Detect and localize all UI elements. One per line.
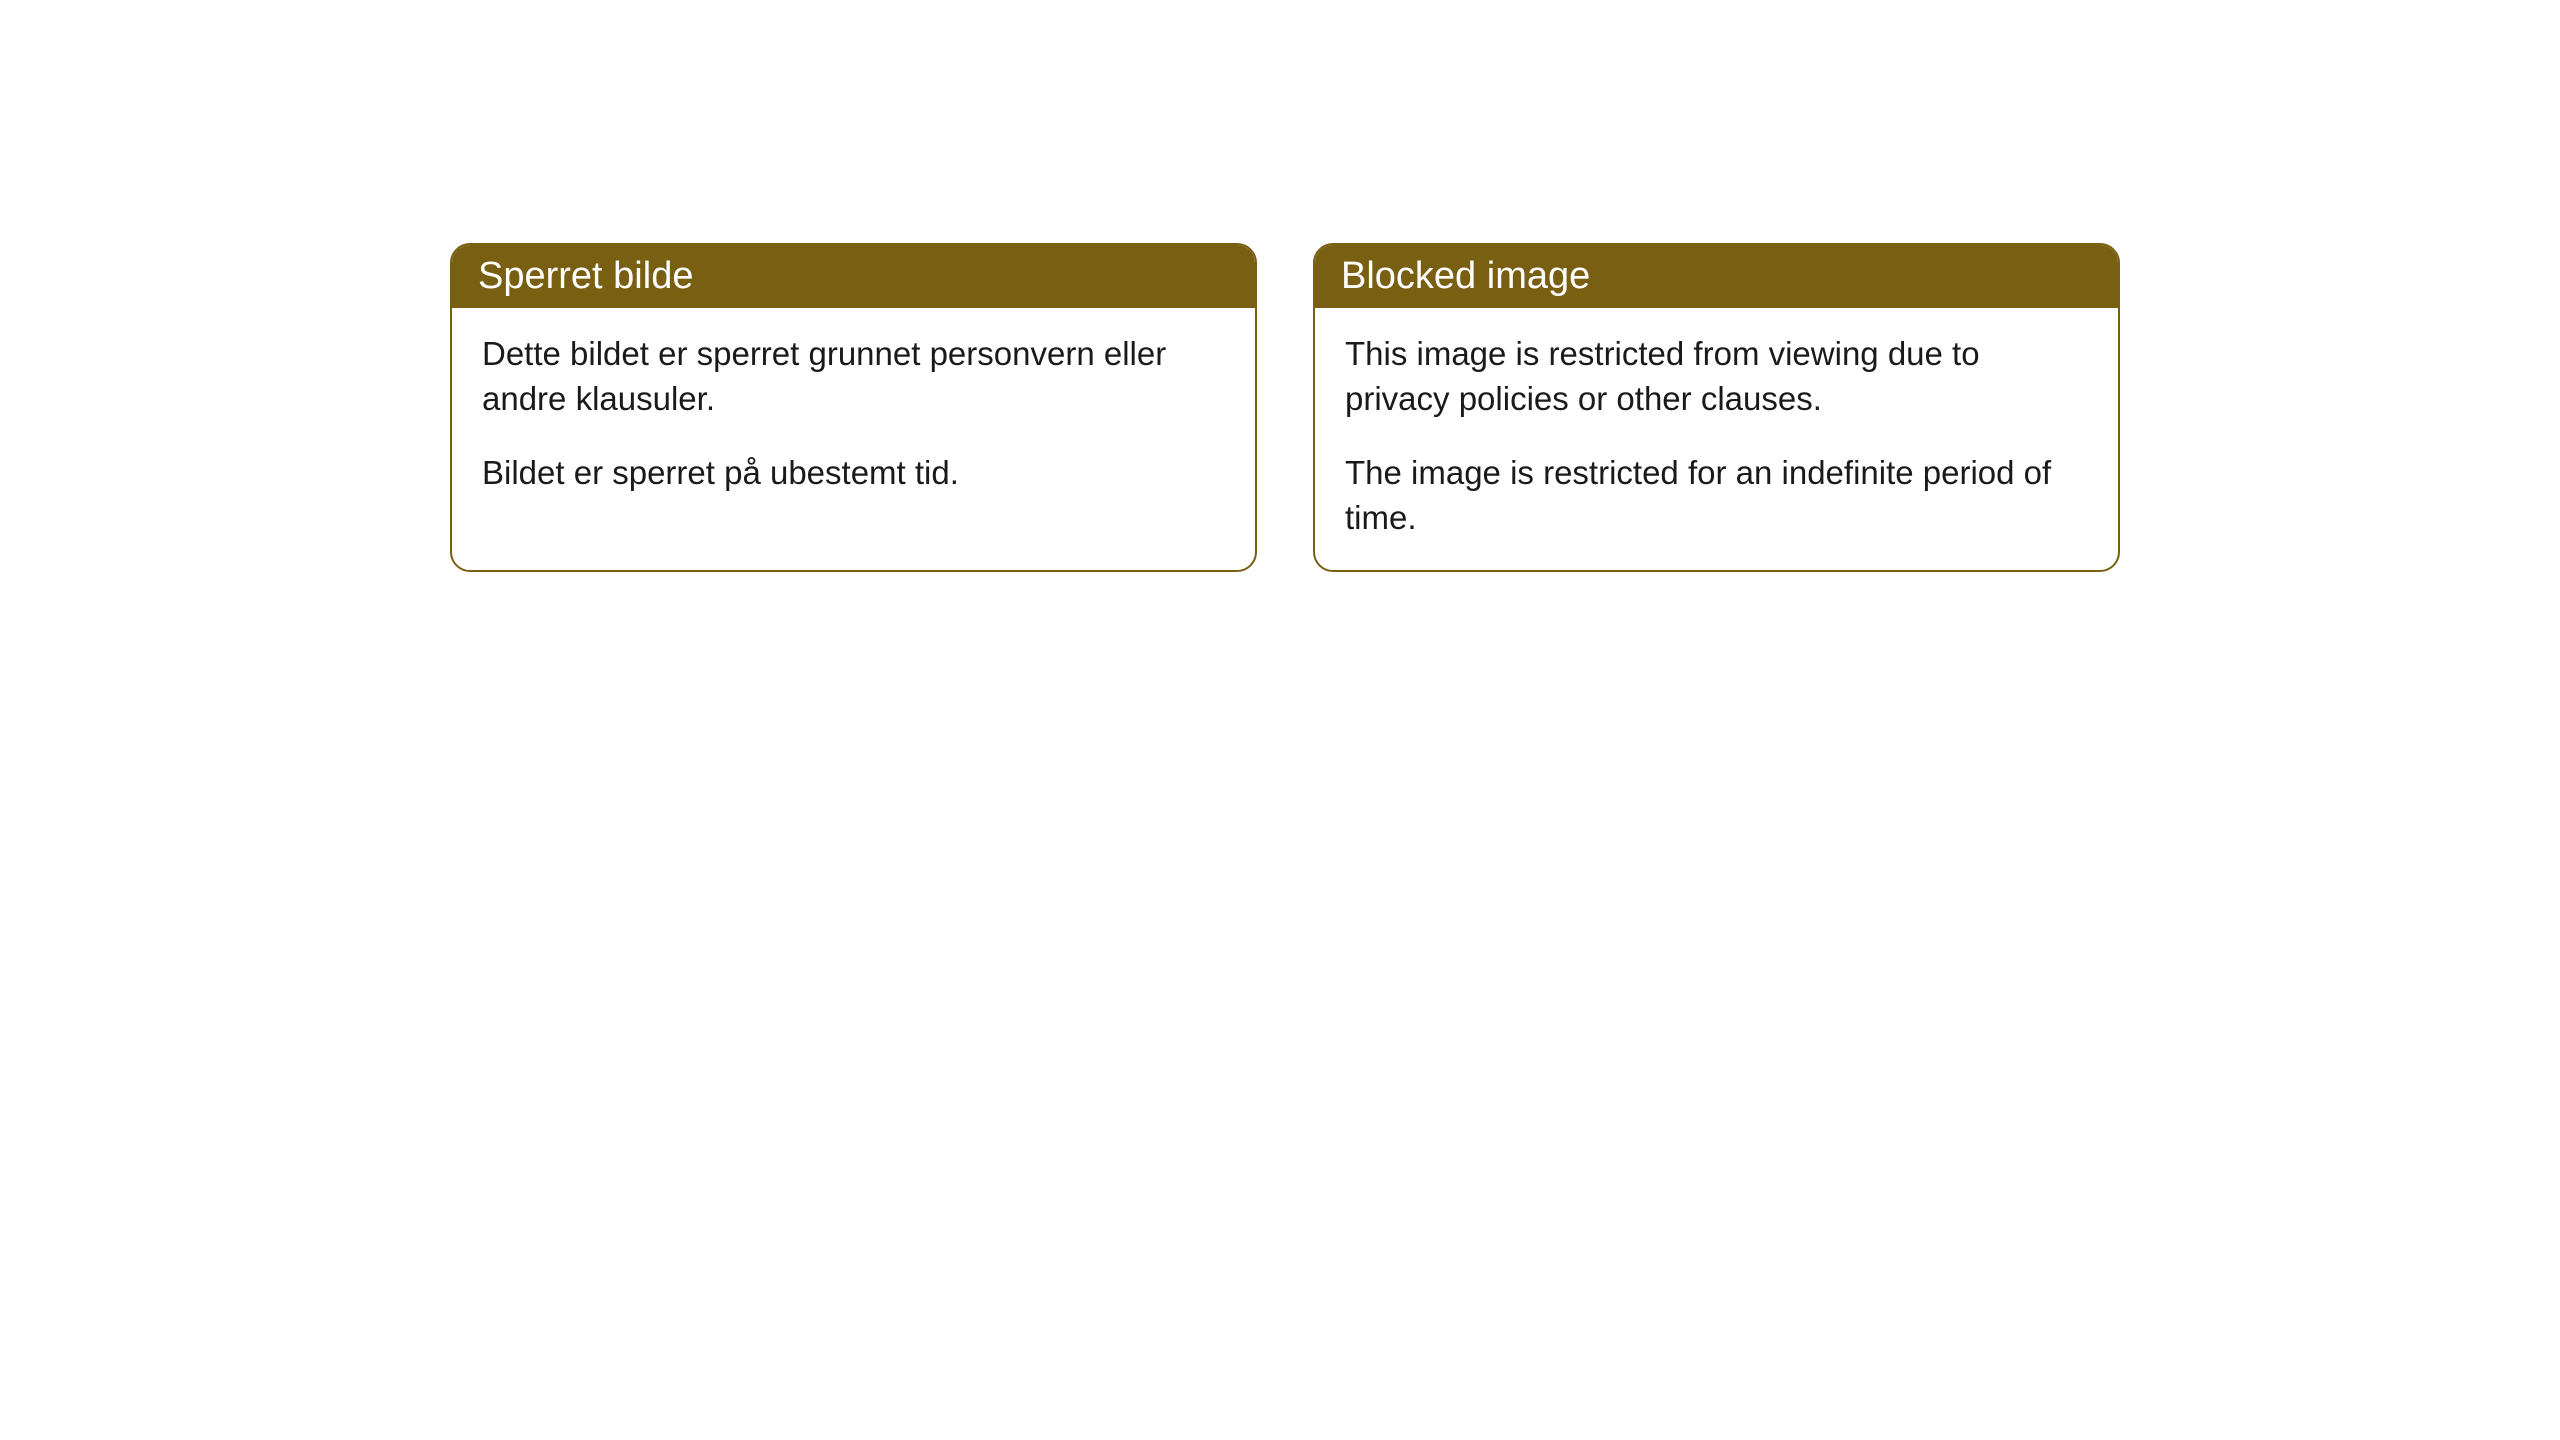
card-paragraph-1: Dette bildet er sperret grunnet personve… [482,332,1225,421]
notice-cards-container: Sperret bilde Dette bildet er sperret gr… [0,0,2560,572]
card-title: Blocked image [1341,255,1590,297]
card-header-english: Blocked image [1315,245,2118,308]
card-body-english: This image is restricted from viewing du… [1315,308,2118,570]
card-paragraph-1: This image is restricted from viewing du… [1345,332,2088,421]
blocked-image-card-norwegian: Sperret bilde Dette bildet er sperret gr… [450,243,1257,572]
card-title: Sperret bilde [478,255,693,297]
card-body-norwegian: Dette bildet er sperret grunnet personve… [452,308,1255,526]
card-header-norwegian: Sperret bilde [452,245,1255,308]
card-paragraph-2: The image is restricted for an indefinit… [1345,451,2088,540]
card-paragraph-2: Bildet er sperret på ubestemt tid. [482,451,1225,496]
blocked-image-card-english: Blocked image This image is restricted f… [1313,243,2120,572]
